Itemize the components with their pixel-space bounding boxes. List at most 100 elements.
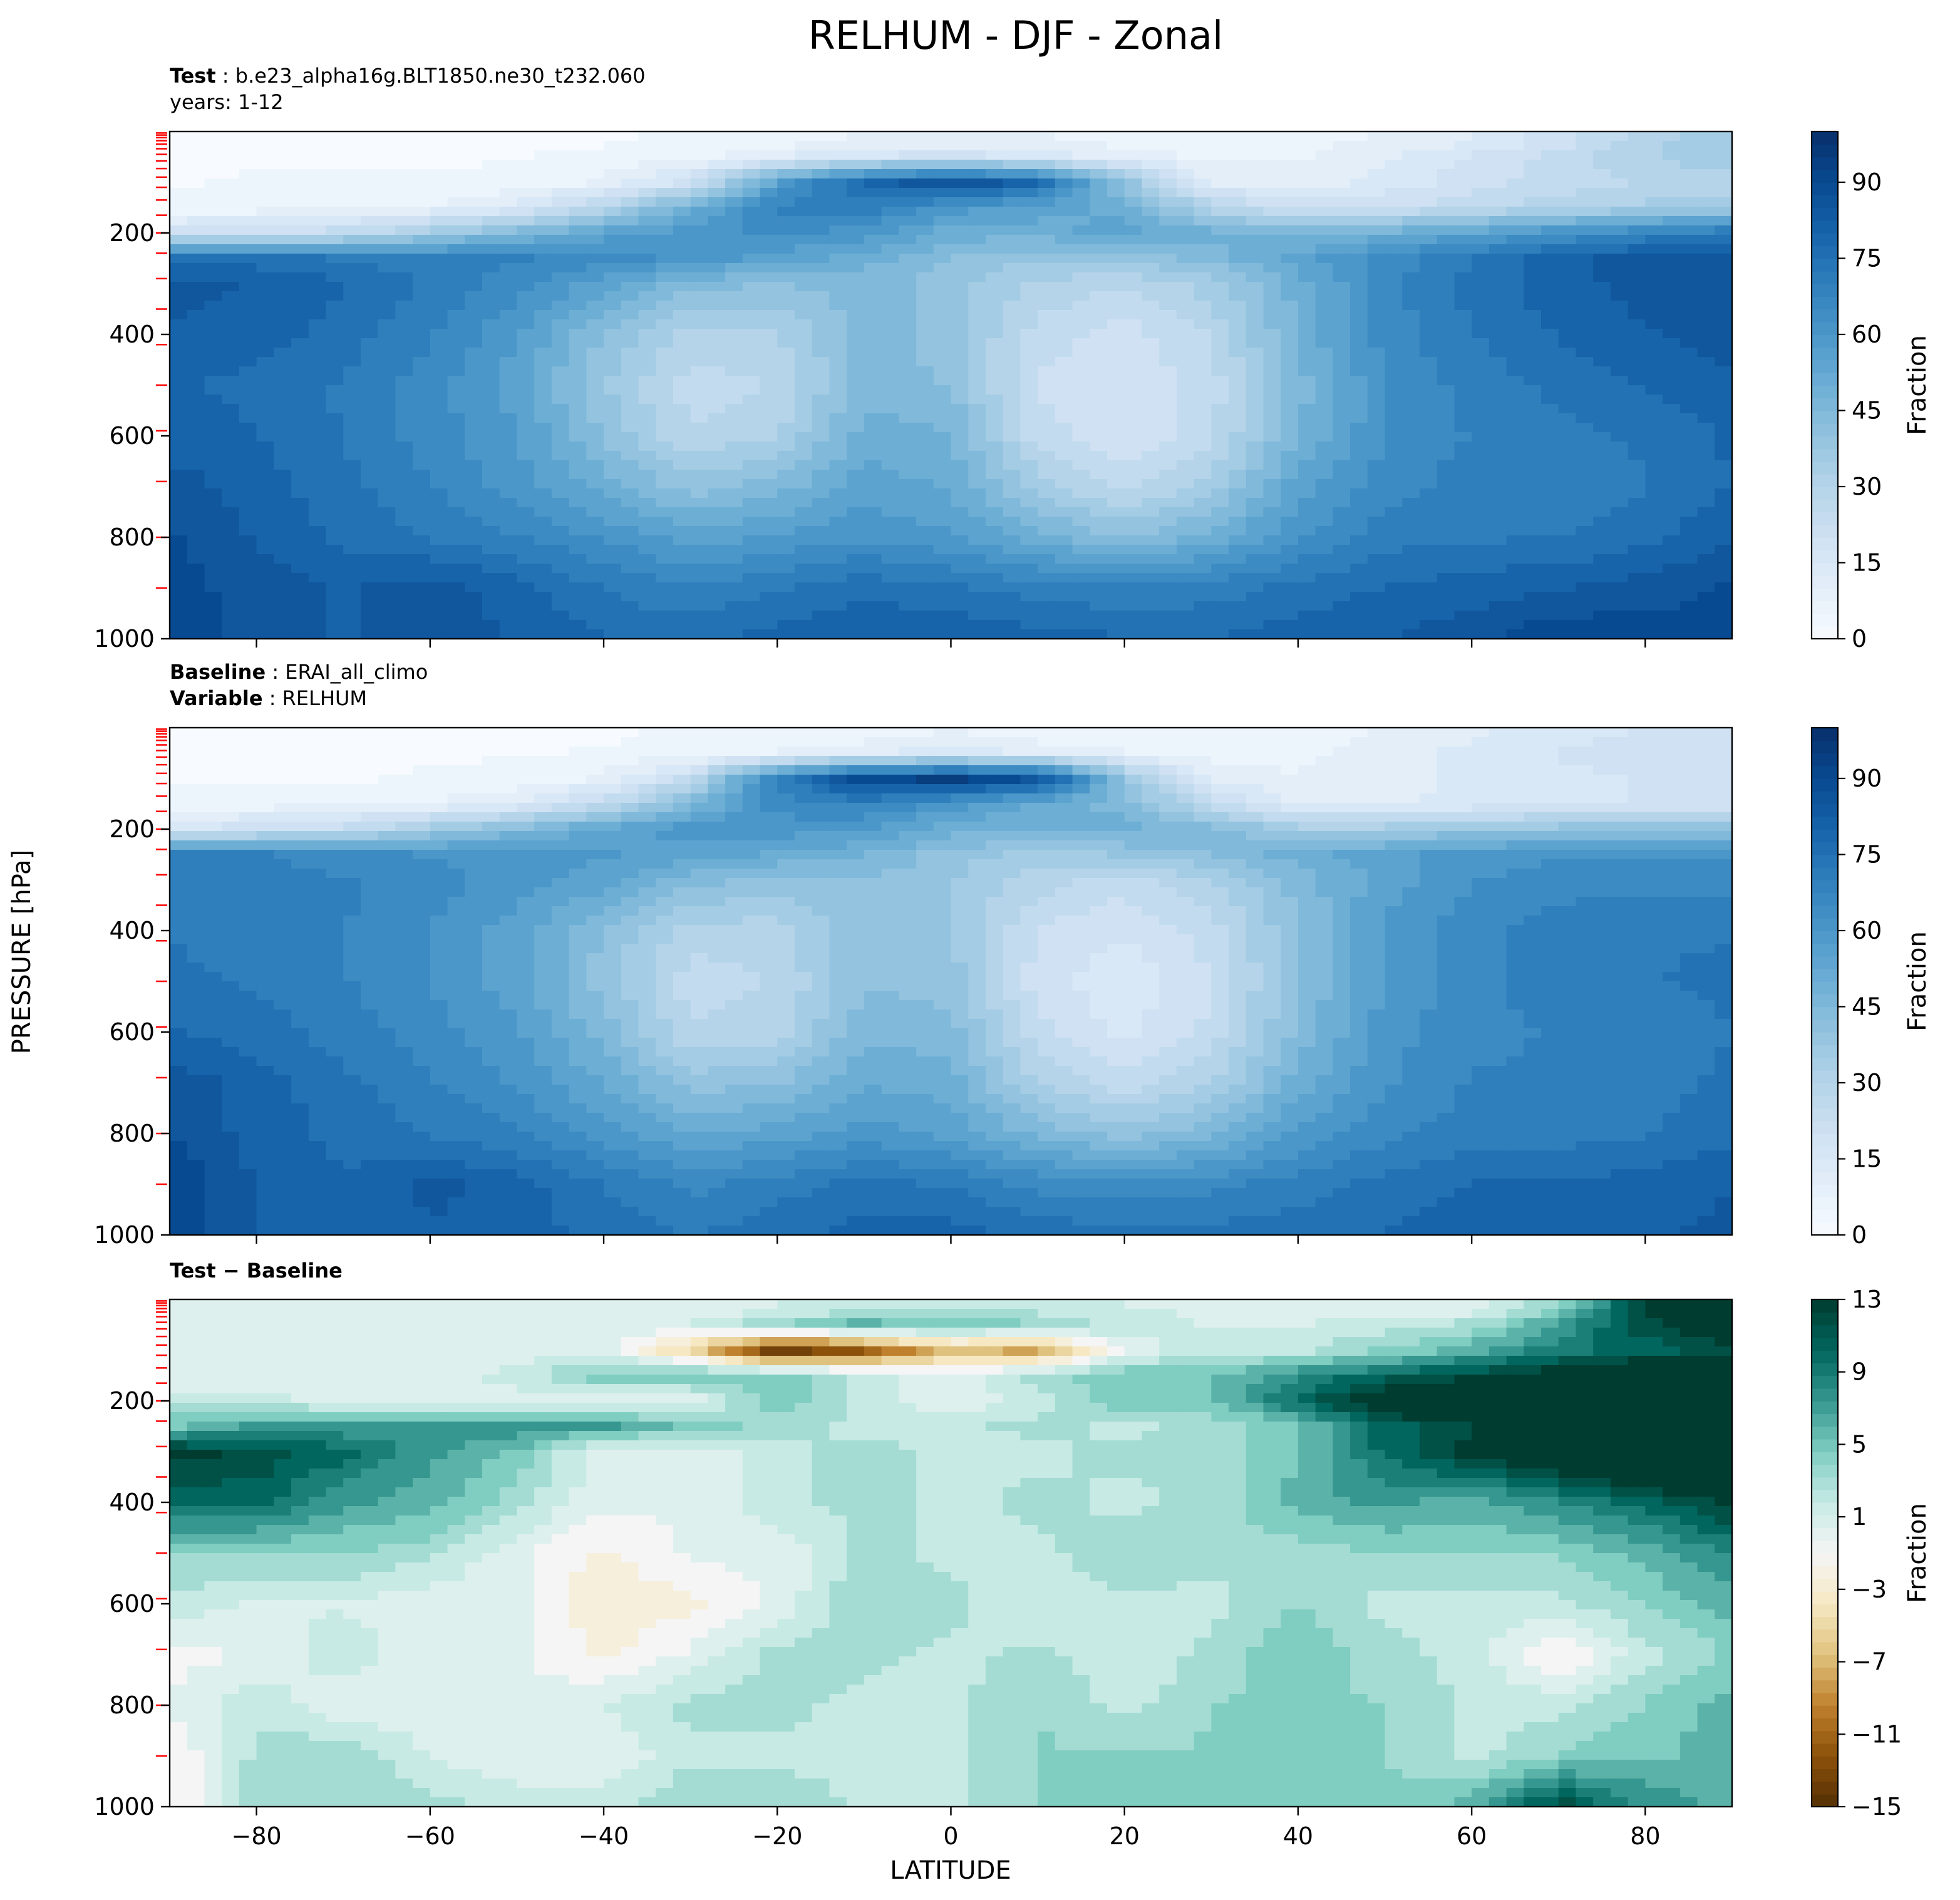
contour-cell [360, 517, 379, 527]
contour-cell [1176, 498, 1195, 508]
contour-cell [1333, 423, 1351, 433]
contour-cell [465, 728, 483, 738]
contour-cell [1627, 611, 1646, 621]
contour-cell [274, 291, 292, 301]
contour-cell [1524, 535, 1542, 545]
contour-cell [1593, 207, 1611, 217]
contour-cell [1297, 582, 1316, 592]
contour-cell [1333, 498, 1351, 508]
contour-cell [968, 404, 986, 414]
contour-cell [968, 564, 986, 574]
contour-cell [499, 207, 518, 217]
contour-cell [274, 404, 292, 414]
contour-cell [985, 254, 1004, 264]
contour-cell [1107, 498, 1125, 508]
contour-cell [1488, 282, 1507, 292]
contour-cell [1488, 385, 1507, 395]
contour-cell [430, 526, 448, 536]
contour-cell [586, 338, 604, 348]
contour-cell [777, 366, 795, 376]
contour-cell [690, 310, 709, 320]
contour-cell [360, 207, 379, 217]
contour-cell [499, 178, 518, 188]
contour-cell [1541, 423, 1559, 433]
contour-cell [378, 263, 396, 273]
contour-cell [1524, 423, 1542, 433]
contour-cell [360, 545, 379, 555]
contour-cell [1350, 592, 1368, 602]
contour-cell [170, 517, 188, 527]
contour-cell [795, 301, 813, 311]
contour-cell [204, 545, 222, 555]
contour-cell [604, 535, 622, 545]
contour-cell [847, 535, 865, 545]
contour-cell [604, 451, 622, 461]
contour-cell [1263, 545, 1282, 555]
contour-cell [1663, 470, 1681, 480]
contour-cell [1663, 404, 1681, 414]
figure-title: RELHUM - DJF - Zonal [808, 13, 1223, 58]
contour-cell [170, 441, 188, 452]
contour-cell [551, 329, 570, 339]
contour-cell [916, 460, 934, 470]
contour-cell [1246, 554, 1264, 564]
contour-cell [1072, 150, 1091, 160]
contour-cell [621, 526, 639, 536]
contour-cell [829, 432, 847, 442]
contour-cell [1402, 376, 1420, 386]
contour-cell [1142, 545, 1160, 555]
contour-cell [1281, 470, 1299, 480]
contour-cell [256, 254, 275, 264]
contour-cell [881, 385, 900, 395]
contour-cell [1124, 319, 1143, 329]
contour-cell [1402, 169, 1420, 179]
contour-cell [673, 460, 691, 470]
contour-cell [1472, 178, 1490, 188]
contour-cell [1142, 301, 1160, 311]
contour-cell [1038, 395, 1056, 405]
contour-cell [1420, 451, 1438, 461]
contour-cell [1090, 207, 1108, 217]
contour-cell [795, 319, 813, 329]
contour-cell [569, 470, 587, 480]
contour-cell [343, 338, 361, 348]
contour-cell [291, 338, 309, 348]
contour-cell [1367, 441, 1386, 452]
contour-cell [1558, 385, 1577, 395]
contour-cell [1297, 160, 1316, 170]
contour-cell [1454, 395, 1472, 405]
contour-cell [291, 564, 309, 574]
contour-cell [673, 441, 691, 452]
contour-cell [1281, 460, 1299, 470]
contour-cell [847, 348, 865, 358]
contour-cell [708, 564, 726, 574]
contour-cell [1593, 620, 1611, 630]
contour-cell [673, 338, 691, 348]
contour-cell [1472, 423, 1490, 433]
contour-cell [656, 460, 674, 470]
contour-cell [1627, 498, 1646, 508]
contour-cell [777, 282, 795, 292]
contour-cell [1297, 169, 1316, 179]
contour-cell [690, 338, 709, 348]
contour-cell [1593, 141, 1611, 151]
contour-cell [916, 225, 934, 235]
contour-cell [1367, 225, 1386, 235]
contour-cell [985, 235, 1004, 245]
contour-cell [378, 301, 396, 311]
contour-cell [1107, 132, 1125, 142]
contour-cell [1488, 545, 1507, 555]
contour-cell [864, 282, 882, 292]
contour-cell [430, 423, 448, 433]
contour-cell [430, 207, 448, 217]
contour-cell [326, 178, 344, 188]
contour-cell [1454, 160, 1472, 170]
contour-cell [465, 319, 483, 329]
contour-cell [795, 150, 813, 160]
contour-cell [1003, 611, 1021, 621]
contour-cell [291, 423, 309, 433]
contour-cell [899, 517, 917, 527]
contour-cell [274, 507, 292, 517]
contour-cell [1385, 451, 1403, 461]
contour-cell [447, 629, 466, 639]
